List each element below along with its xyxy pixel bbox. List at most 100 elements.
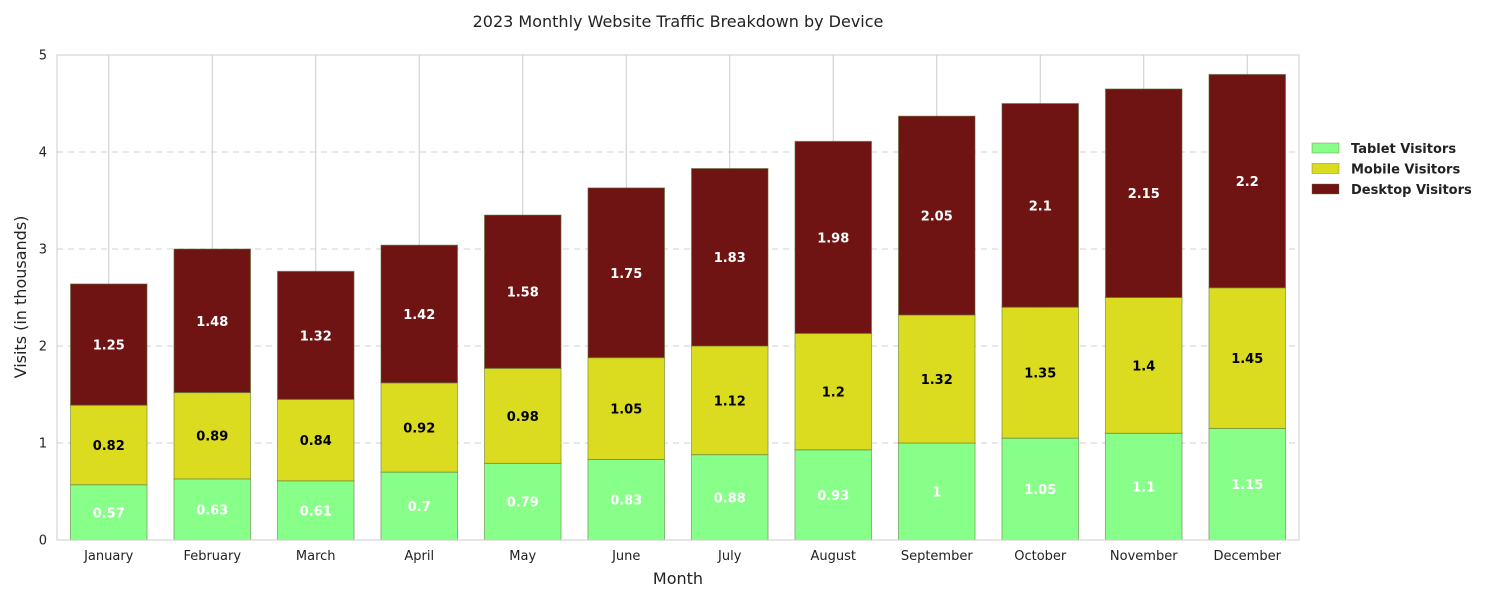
x-tick-label: July: [717, 549, 742, 564]
bar-segment: [1104, 88, 1183, 298]
data-label: 1.75: [610, 267, 642, 282]
y-tick-label: 2: [39, 340, 47, 355]
data-label: 0.92: [403, 421, 435, 436]
bar-segment: [483, 214, 562, 369]
y-tick-label: 5: [39, 49, 47, 64]
legend-label: Tablet Visitors: [1351, 142, 1456, 157]
bar-segment: [1104, 432, 1183, 541]
data-label: 0.84: [300, 434, 332, 449]
y-axis-title: Visits (in thousands): [11, 216, 30, 379]
bar-segment: [794, 140, 873, 334]
x-tick-label: April: [404, 549, 434, 564]
bar-segment: [69, 484, 148, 541]
data-label: 0.98: [507, 410, 539, 425]
data-label: 1.25: [93, 339, 125, 354]
data-label: 0.83: [610, 494, 642, 509]
data-label: 2.05: [921, 210, 953, 225]
x-tick-label: May: [509, 549, 536, 564]
bar-segment: [276, 480, 355, 541]
data-label: 1.4: [1132, 359, 1155, 374]
bar-segment: [483, 367, 562, 464]
bars: [69, 73, 1287, 541]
bar-segment: [483, 462, 562, 541]
bar-segment: [276, 398, 355, 482]
legend-swatch: [1311, 142, 1340, 154]
x-tick-label: December: [1214, 549, 1282, 564]
bar-segment: [587, 357, 666, 460]
data-label: 1.58: [507, 286, 539, 301]
x-axis-title: Month: [653, 569, 703, 588]
bar-segment: [380, 471, 459, 541]
bar-segment: [897, 314, 976, 444]
bar-segment: [1208, 427, 1287, 541]
bar-segment: [794, 449, 873, 541]
data-label: 1.42: [403, 308, 435, 323]
bar-segment: [1001, 437, 1080, 541]
bar-segment: [690, 167, 769, 347]
y-tick-label: 1: [39, 437, 47, 452]
x-tick-label: August: [811, 549, 857, 564]
x-tick-label: January: [83, 549, 134, 564]
data-label: 1.2: [822, 386, 845, 401]
bar-segment: [587, 187, 666, 359]
data-label: 1.98: [817, 231, 849, 246]
data-label: 1: [932, 486, 941, 501]
data-label: 1.1: [1132, 481, 1155, 496]
legend: Tablet Visitors Mobile Visitors Desktop Vi…: [1311, 142, 1472, 198]
x-tick-label: February: [183, 549, 241, 564]
x-tick-label: November: [1110, 549, 1178, 564]
data-label: 1.05: [1024, 483, 1056, 498]
bar-segment: [794, 332, 873, 451]
data-label: 1.83: [714, 251, 746, 266]
bar-segment: [1104, 297, 1183, 434]
bar-segment: [1001, 103, 1080, 308]
bar-segment: [173, 392, 252, 480]
bar-segment: [690, 345, 769, 456]
data-label: 0.7: [408, 500, 431, 515]
bar-segment: [1208, 73, 1287, 289]
y-tick-label: 3: [39, 243, 47, 258]
data-label: 1.32: [921, 373, 953, 388]
data-label: 1.05: [610, 403, 642, 418]
bar-segment: [69, 404, 148, 486]
bar-segment: [587, 458, 666, 541]
bar-segment: [173, 248, 252, 394]
data-label: 0.89: [196, 430, 228, 445]
bar-segment: [276, 270, 355, 400]
legend-label: Mobile Visitors: [1351, 163, 1460, 178]
bar-segment: [897, 442, 976, 541]
data-label: 2.2: [1236, 175, 1259, 190]
x-tick-label: March: [296, 549, 336, 564]
data-label: 1.48: [196, 315, 228, 330]
x-tick-label: September: [901, 549, 974, 564]
data-label: 1.15: [1231, 478, 1263, 493]
data-label: 0.57: [93, 506, 125, 521]
data-label: 1.45: [1231, 352, 1263, 367]
x-tick-label: October: [1014, 549, 1067, 564]
data-label: 2.1: [1029, 199, 1052, 214]
plot-frame: [56, 54, 1300, 541]
data-label: 0.63: [196, 503, 228, 518]
data-label: 0.79: [507, 496, 539, 511]
x-tick-label: June: [611, 549, 640, 564]
data-label: 1.12: [714, 394, 746, 409]
data-label: 0.88: [714, 491, 746, 506]
y-tick-label: 0: [39, 534, 47, 549]
bar-segment: [1208, 287, 1287, 429]
data-label: 2.15: [1128, 187, 1160, 202]
data-label: 1.35: [1024, 367, 1056, 382]
data-label: 0.93: [817, 489, 849, 504]
legend-swatch: [1311, 183, 1340, 195]
data-label: 1.32: [300, 329, 332, 344]
legend-label: Desktop Visitors: [1351, 183, 1472, 198]
y-tick-label: 4: [39, 146, 47, 161]
chart-title: 2023 Monthly Website Traffic Breakdown b…: [473, 12, 884, 31]
bar-segment: [380, 244, 459, 384]
segment-labels: 0.57 0.63 0.61 0.7 0.79 0.83 0.88 0.93 1 1.05 1.1 1…: [93, 175, 1264, 521]
legend-swatch: [1311, 163, 1340, 174]
bar-segment: [897, 115, 976, 316]
data-label: 0.61: [300, 504, 332, 519]
bar-segment: [69, 283, 148, 406]
